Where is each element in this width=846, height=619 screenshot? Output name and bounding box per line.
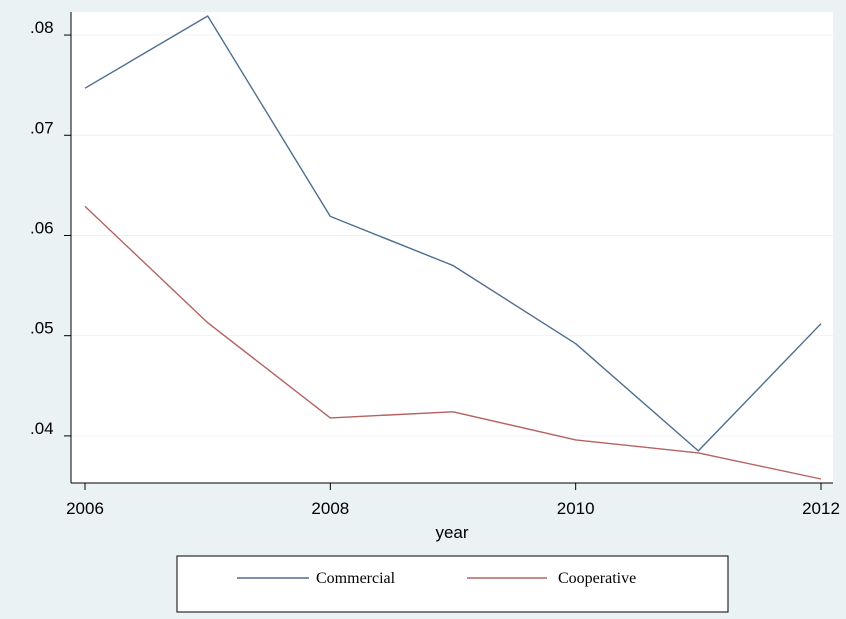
x-axis-title: year [435,523,468,542]
y-tick-label: .07 [30,118,54,137]
gridlines [71,34,833,437]
series-line-commercial [84,15,822,452]
x-ticks: 2006 2008 2010 2012 [66,483,840,518]
x-tick-label: 2006 [66,499,104,518]
x-tick-label: 2012 [802,499,840,518]
y-tick-label: .04 [30,419,54,438]
plot-area [71,12,833,483]
y-tick-label: .08 [30,18,54,37]
legend-label-commercial: Commercial [316,570,396,587]
y-tick-label: .06 [30,218,54,237]
series-lines [84,15,822,480]
y-tick-label: .05 [30,319,54,338]
legend-label-cooperative: Cooperative [558,570,636,587]
y-ticks: .04 .05 .06 .07 .08 [30,18,71,438]
series-line-cooperative [84,205,822,480]
legend-box [176,555,729,613]
x-tick-label: 2008 [311,499,349,518]
x-tick-label: 2010 [557,499,595,518]
legend: Commercial Cooperative [176,555,729,613]
